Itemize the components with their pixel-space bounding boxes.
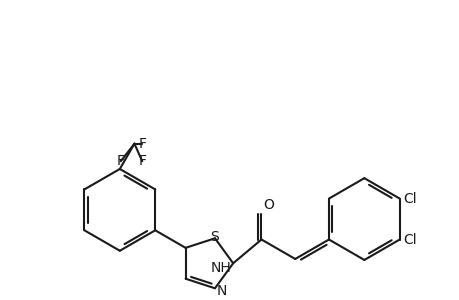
Text: NH: NH	[210, 261, 231, 275]
Text: N: N	[217, 284, 227, 298]
Text: S: S	[210, 230, 219, 244]
Text: F: F	[138, 137, 146, 151]
Text: Cl: Cl	[403, 232, 416, 247]
Text: O: O	[263, 198, 274, 212]
Text: Cl: Cl	[403, 192, 416, 206]
Text: F: F	[138, 154, 146, 168]
Text: F: F	[117, 154, 124, 168]
